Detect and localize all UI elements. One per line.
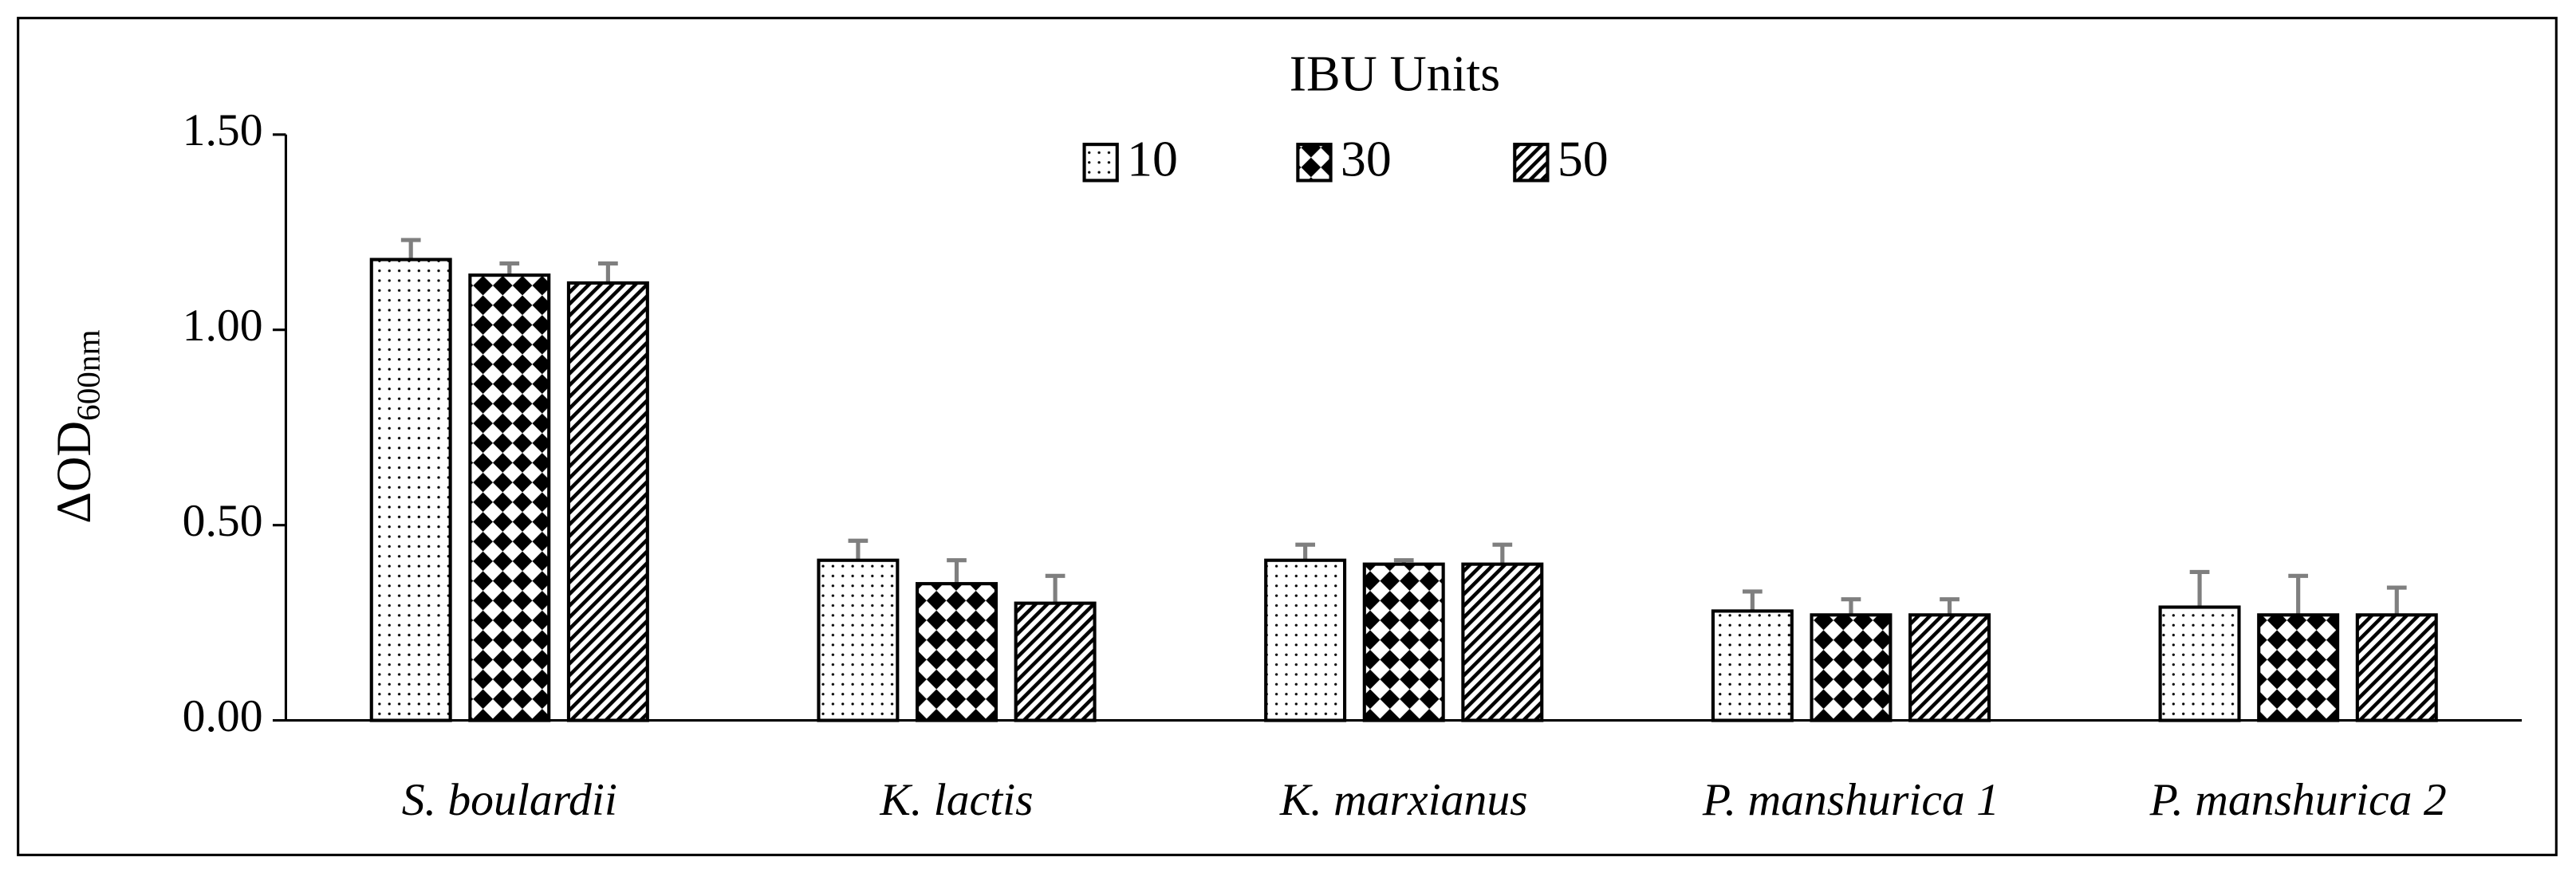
bar: [468, 273, 551, 722]
legend-title: IBU Units: [1290, 45, 1500, 101]
bar: [1908, 613, 1991, 722]
legend-swatch: [1296, 143, 1333, 183]
x-tick-label: S. boulardii: [402, 775, 617, 825]
y-tick-label: 1.00: [183, 301, 263, 351]
legend-label: 30: [1341, 131, 1392, 187]
bar: [1461, 562, 1544, 722]
x-tick-label: K. marxianus: [1279, 775, 1528, 825]
legend-swatch: [1513, 143, 1550, 183]
y-label-main: ΔOD: [47, 421, 101, 524]
y-label-sub: 600nm: [70, 330, 107, 421]
bar: [1264, 558, 1347, 722]
x-tick-label: P. manshurica 1: [1702, 775, 1999, 825]
x-tick-label: K. lactis: [879, 775, 1033, 825]
y-axis-label: ΔOD600nm: [47, 330, 107, 524]
y-tick-label: 0.50: [183, 496, 263, 546]
bar: [2355, 613, 2438, 722]
bar: [1810, 613, 1893, 722]
legend-swatch: [1082, 143, 1119, 183]
y-tick-label: 0.00: [183, 691, 263, 741]
bar: [2158, 605, 2241, 722]
bar: [1711, 609, 1794, 722]
bar: [1014, 601, 1097, 722]
y-tick-label: 1.50: [183, 105, 263, 155]
x-tick-label: P. manshurica 2: [2149, 775, 2447, 825]
bar: [566, 281, 649, 722]
bar: [369, 258, 452, 722]
legend-label: 10: [1127, 131, 1178, 187]
bar: [2257, 613, 2340, 722]
bar: [916, 582, 998, 722]
bar: [817, 558, 900, 722]
bar: [1362, 562, 1445, 722]
legend-label: 50: [1558, 131, 1609, 187]
